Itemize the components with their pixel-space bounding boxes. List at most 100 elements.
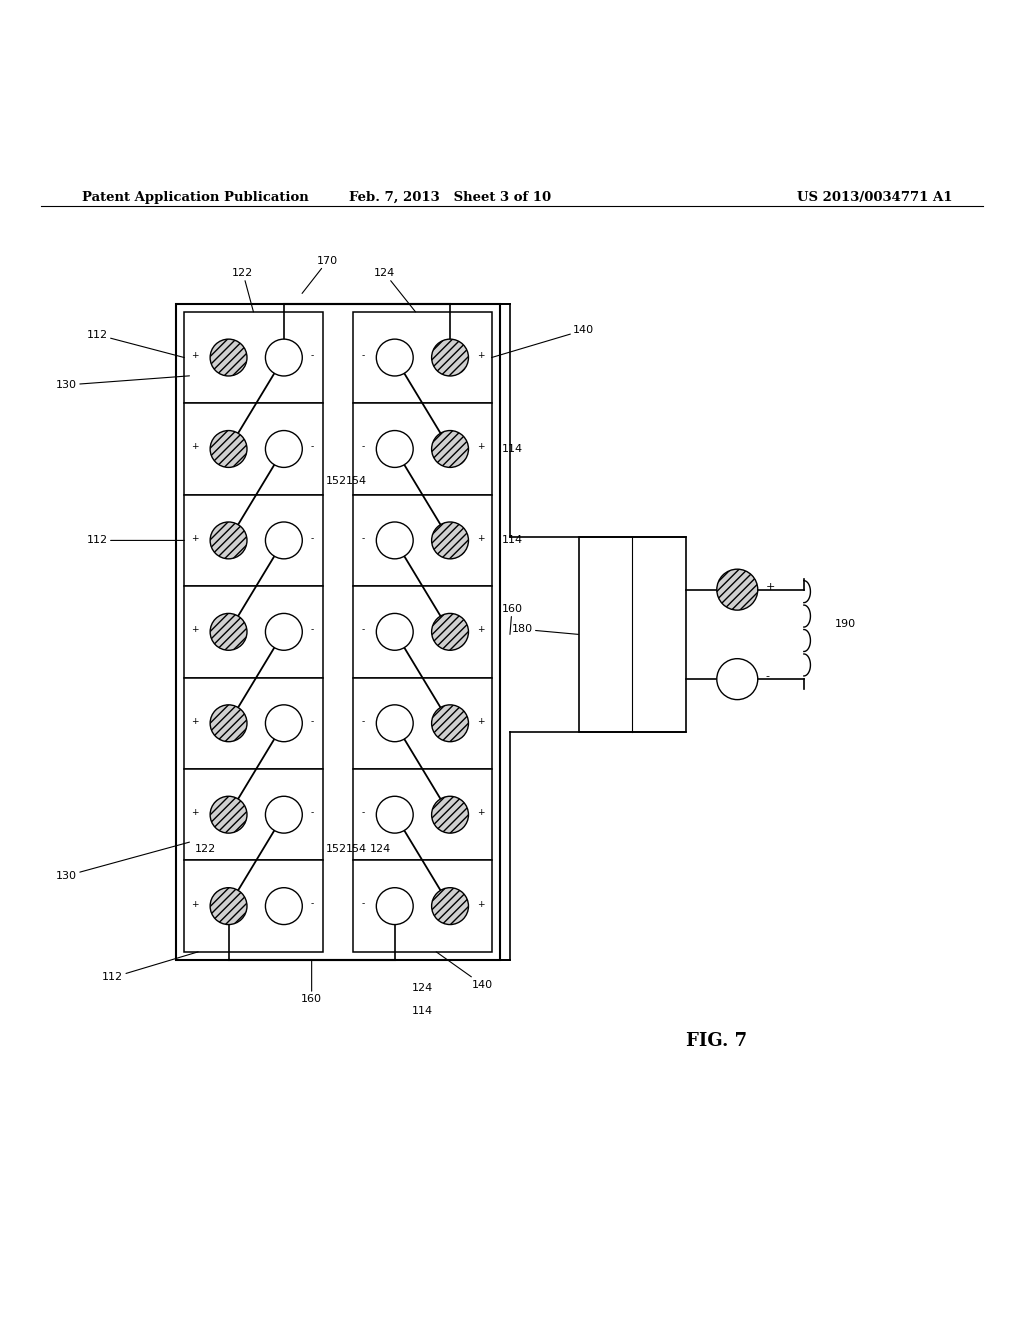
Circle shape xyxy=(432,430,469,467)
Text: +: + xyxy=(190,442,199,451)
Circle shape xyxy=(265,521,302,558)
Circle shape xyxy=(432,521,469,558)
Circle shape xyxy=(210,705,247,742)
Text: +: + xyxy=(477,717,485,726)
Text: -: - xyxy=(310,351,314,360)
Text: 112: 112 xyxy=(87,536,184,545)
Circle shape xyxy=(376,614,413,651)
Bar xyxy=(353,495,492,586)
Text: +: + xyxy=(190,351,199,360)
Circle shape xyxy=(265,796,302,833)
Text: 112: 112 xyxy=(102,952,199,982)
Circle shape xyxy=(717,569,758,610)
Text: -: - xyxy=(361,626,366,635)
Text: US 2013/0034771 A1: US 2013/0034771 A1 xyxy=(797,191,952,205)
Circle shape xyxy=(376,796,413,833)
Circle shape xyxy=(210,430,247,467)
Text: -: - xyxy=(310,533,314,543)
Circle shape xyxy=(210,339,247,376)
Text: Feb. 7, 2013   Sheet 3 of 10: Feb. 7, 2013 Sheet 3 of 10 xyxy=(349,191,552,205)
Circle shape xyxy=(432,705,469,742)
Text: -: - xyxy=(766,671,770,681)
Circle shape xyxy=(376,339,413,376)
Text: 130: 130 xyxy=(56,376,189,389)
Circle shape xyxy=(376,430,413,467)
Text: +: + xyxy=(190,533,199,543)
Text: -: - xyxy=(361,899,366,908)
Bar xyxy=(184,404,323,495)
Text: 122: 122 xyxy=(232,268,254,312)
Text: 180: 180 xyxy=(512,624,579,635)
Circle shape xyxy=(210,614,247,651)
Circle shape xyxy=(376,521,413,558)
Text: +: + xyxy=(477,533,485,543)
Text: 124: 124 xyxy=(374,268,416,312)
Circle shape xyxy=(210,796,247,833)
Circle shape xyxy=(432,339,469,376)
Bar xyxy=(184,312,323,404)
Bar xyxy=(353,677,492,770)
Text: -: - xyxy=(310,717,314,726)
Text: 130: 130 xyxy=(56,842,189,880)
Text: 114: 114 xyxy=(502,444,523,454)
Bar xyxy=(184,861,323,952)
Circle shape xyxy=(376,705,413,742)
Text: -: - xyxy=(361,351,366,360)
Text: 154: 154 xyxy=(346,845,368,854)
Text: -: - xyxy=(361,533,366,543)
Text: 112: 112 xyxy=(87,330,184,358)
Circle shape xyxy=(265,614,302,651)
Circle shape xyxy=(265,430,302,467)
Bar xyxy=(353,404,492,495)
Text: -: - xyxy=(361,717,366,726)
Text: 154: 154 xyxy=(346,477,368,486)
Text: +: + xyxy=(190,899,199,908)
Text: +: + xyxy=(190,808,199,817)
Circle shape xyxy=(265,339,302,376)
Text: +: + xyxy=(766,582,775,591)
Text: 140: 140 xyxy=(436,952,493,990)
Bar xyxy=(353,312,492,404)
Text: 124: 124 xyxy=(371,845,391,854)
Text: -: - xyxy=(361,808,366,817)
Bar xyxy=(353,770,492,861)
Text: 190: 190 xyxy=(835,619,856,630)
Bar xyxy=(184,677,323,770)
Text: +: + xyxy=(477,808,485,817)
Text: 124: 124 xyxy=(412,982,433,993)
Text: 114: 114 xyxy=(412,1006,433,1016)
Text: +: + xyxy=(477,351,485,360)
Text: 160: 160 xyxy=(301,960,323,1005)
Bar xyxy=(184,495,323,586)
Circle shape xyxy=(210,887,247,924)
Circle shape xyxy=(265,887,302,924)
Bar xyxy=(176,304,500,960)
Bar xyxy=(184,770,323,861)
Text: -: - xyxy=(310,442,314,451)
Circle shape xyxy=(376,887,413,924)
Circle shape xyxy=(432,887,469,924)
Circle shape xyxy=(210,521,247,558)
Text: 160: 160 xyxy=(502,603,522,635)
Text: +: + xyxy=(477,442,485,451)
Text: 152: 152 xyxy=(326,845,347,854)
Text: Patent Application Publication: Patent Application Publication xyxy=(82,191,308,205)
Text: +: + xyxy=(477,626,485,635)
Text: -: - xyxy=(310,626,314,635)
Text: +: + xyxy=(190,717,199,726)
Text: 122: 122 xyxy=(195,845,216,854)
Circle shape xyxy=(432,796,469,833)
Circle shape xyxy=(432,614,469,651)
Text: 152: 152 xyxy=(326,477,347,486)
Bar xyxy=(184,586,323,677)
Text: -: - xyxy=(310,808,314,817)
Bar xyxy=(353,586,492,677)
Text: 170: 170 xyxy=(302,256,338,293)
Text: 140: 140 xyxy=(492,325,594,358)
Bar xyxy=(353,861,492,952)
Circle shape xyxy=(265,705,302,742)
Text: -: - xyxy=(361,442,366,451)
Text: 114: 114 xyxy=(502,536,523,545)
Circle shape xyxy=(717,659,758,700)
Bar xyxy=(579,537,686,731)
